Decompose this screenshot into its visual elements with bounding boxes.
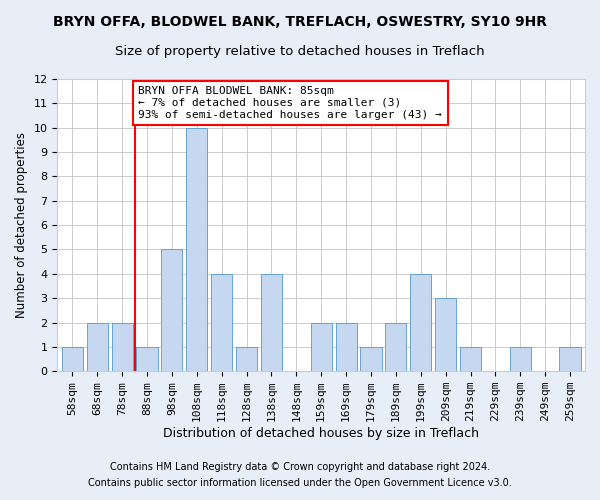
Bar — [62, 347, 83, 371]
Text: BRYN OFFA, BLODWEL BANK, TREFLACH, OSWESTRY, SY10 9HR: BRYN OFFA, BLODWEL BANK, TREFLACH, OSWES… — [53, 15, 547, 29]
Bar — [161, 250, 182, 371]
Text: Size of property relative to detached houses in Treflach: Size of property relative to detached ho… — [115, 45, 485, 58]
Bar — [211, 274, 232, 371]
Bar — [335, 322, 356, 371]
Bar — [311, 322, 332, 371]
Y-axis label: Number of detached properties: Number of detached properties — [15, 132, 28, 318]
Bar — [410, 274, 431, 371]
Text: Contains public sector information licensed under the Open Government Licence v3: Contains public sector information licen… — [88, 478, 512, 488]
Bar — [559, 347, 581, 371]
Bar — [435, 298, 456, 371]
Bar — [460, 347, 481, 371]
Text: BRYN OFFA BLODWEL BANK: 85sqm
← 7% of detached houses are smaller (3)
93% of sem: BRYN OFFA BLODWEL BANK: 85sqm ← 7% of de… — [138, 86, 442, 120]
X-axis label: Distribution of detached houses by size in Treflach: Distribution of detached houses by size … — [163, 427, 479, 440]
Text: Contains HM Land Registry data © Crown copyright and database right 2024.: Contains HM Land Registry data © Crown c… — [110, 462, 490, 472]
Bar — [112, 322, 133, 371]
Bar — [86, 322, 108, 371]
Bar — [236, 347, 257, 371]
Bar — [136, 347, 158, 371]
Bar — [361, 347, 382, 371]
Bar — [186, 128, 208, 371]
Bar — [261, 274, 282, 371]
Bar — [385, 322, 406, 371]
Bar — [510, 347, 531, 371]
